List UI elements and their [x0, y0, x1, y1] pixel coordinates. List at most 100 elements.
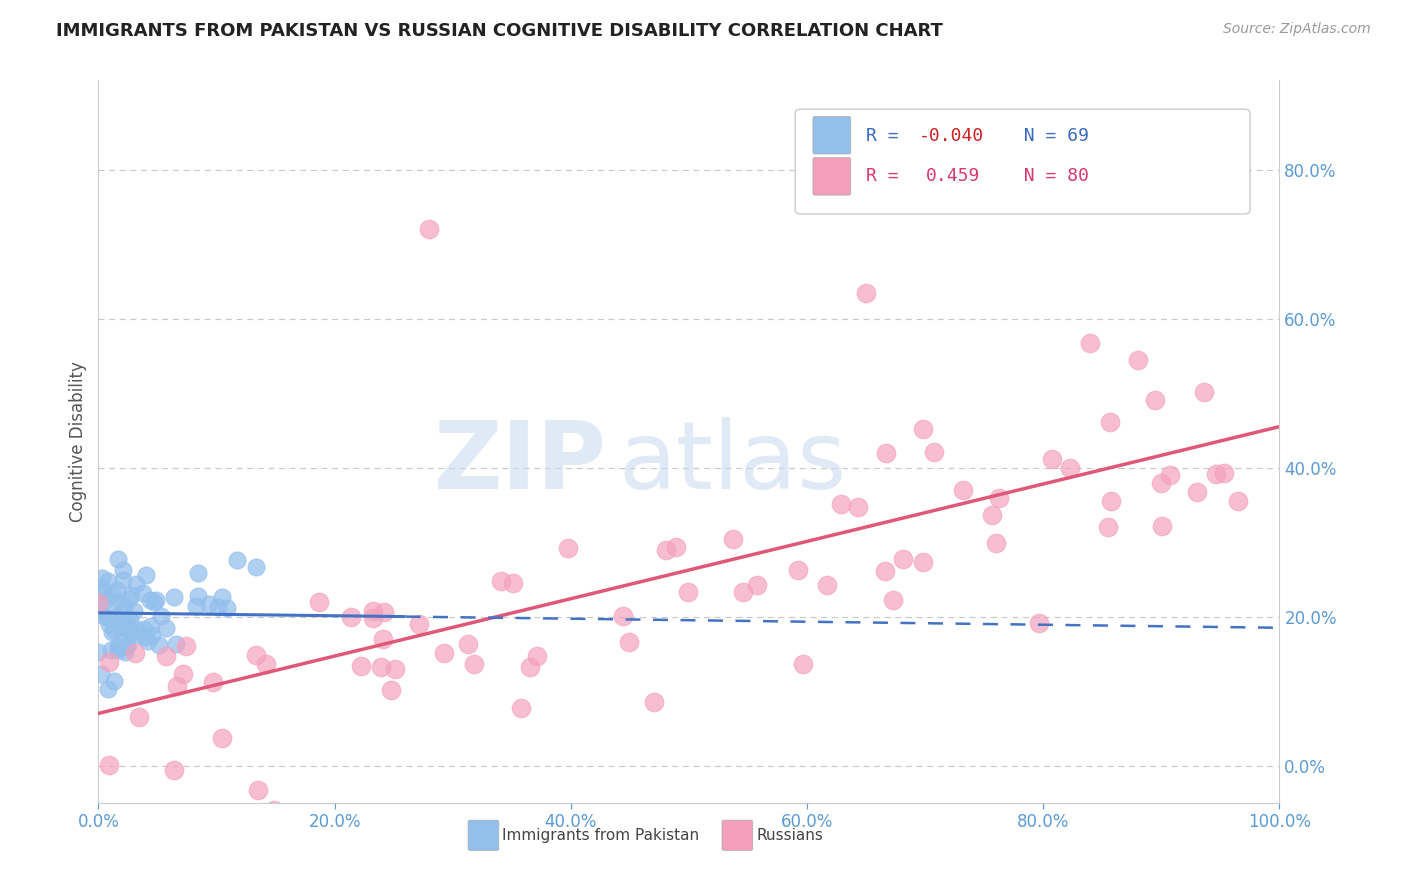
Point	[263, 803, 285, 817]
Point	[792, 657, 814, 671]
Point	[105, 583, 128, 598]
Point	[745, 578, 768, 592]
Point	[129, 628, 152, 642]
Point	[101, 587, 124, 601]
Point	[1042, 452, 1064, 467]
Point	[141, 628, 163, 642]
Point	[1059, 460, 1081, 475]
Point	[103, 624, 125, 638]
Point	[1097, 520, 1119, 534]
Point	[371, 632, 394, 647]
Point	[1205, 467, 1227, 482]
Point	[100, 642, 122, 657]
Point	[187, 589, 209, 603]
Point	[97, 656, 120, 670]
Point	[1159, 467, 1181, 482]
Point	[105, 595, 128, 609]
Point	[984, 536, 1007, 550]
Point	[115, 620, 138, 634]
FancyBboxPatch shape	[813, 117, 851, 154]
Point	[93, 609, 115, 624]
Point	[846, 500, 869, 514]
Text: N = 69: N = 69	[1002, 127, 1088, 145]
Point	[787, 563, 810, 577]
Point	[131, 586, 153, 600]
Point	[97, 574, 120, 589]
Point	[172, 667, 194, 681]
FancyBboxPatch shape	[723, 820, 752, 850]
Point	[134, 631, 156, 645]
Point	[124, 646, 146, 660]
Point	[115, 639, 138, 653]
Y-axis label: Cognitive Disability: Cognitive Disability	[69, 361, 87, 522]
Point	[90, 571, 112, 585]
Point	[557, 541, 579, 555]
Text: Russians: Russians	[756, 828, 823, 843]
Point	[166, 679, 188, 693]
Point	[186, 599, 208, 613]
Point	[96, 592, 118, 607]
Point	[122, 604, 145, 618]
Point	[139, 619, 162, 633]
Point	[103, 673, 125, 688]
Point	[118, 627, 141, 641]
Point	[138, 592, 160, 607]
Point	[875, 446, 897, 460]
Point	[135, 567, 157, 582]
Point	[111, 617, 134, 632]
Point	[408, 616, 430, 631]
Point	[815, 578, 838, 592]
Point	[100, 624, 122, 639]
Point	[90, 667, 112, 681]
FancyBboxPatch shape	[796, 109, 1250, 214]
Point	[1213, 466, 1236, 480]
Point	[207, 599, 229, 614]
Point	[855, 285, 877, 300]
Point	[519, 660, 541, 674]
Point	[350, 659, 373, 673]
Point	[981, 508, 1004, 522]
Point	[150, 609, 173, 624]
Point	[731, 584, 754, 599]
Point	[875, 565, 897, 579]
Point	[120, 613, 142, 627]
Point	[89, 599, 111, 613]
Point	[120, 588, 142, 602]
Text: R =: R =	[866, 127, 910, 145]
Point	[363, 604, 385, 618]
Point	[1227, 494, 1250, 508]
Text: atlas: atlas	[619, 417, 846, 509]
Point	[952, 483, 974, 498]
Point	[612, 609, 634, 624]
Point	[97, 682, 120, 697]
Point	[118, 621, 141, 635]
Point	[134, 622, 156, 636]
Point	[643, 695, 665, 709]
Text: R =: R =	[866, 168, 921, 186]
Point	[124, 622, 146, 636]
Point	[110, 614, 132, 628]
Point	[98, 616, 121, 631]
Text: Immigrants from Pakistan: Immigrants from Pakistan	[502, 828, 699, 843]
Point	[114, 645, 136, 659]
Point	[162, 591, 184, 605]
Point	[112, 574, 135, 588]
Point	[457, 637, 479, 651]
Point	[107, 640, 129, 654]
Point	[145, 593, 167, 607]
Point	[384, 662, 406, 676]
Point	[245, 648, 267, 663]
Point	[115, 638, 138, 652]
Point	[128, 709, 150, 723]
Point	[1080, 335, 1102, 350]
Point	[110, 640, 132, 655]
Point	[1150, 475, 1173, 490]
Point	[211, 590, 233, 604]
Point	[148, 638, 170, 652]
Point	[91, 584, 114, 599]
Point	[155, 649, 177, 664]
Text: ZIP: ZIP	[433, 417, 606, 509]
Point	[463, 657, 485, 671]
Text: Source: ZipAtlas.com: Source: ZipAtlas.com	[1223, 22, 1371, 37]
Point	[830, 497, 852, 511]
